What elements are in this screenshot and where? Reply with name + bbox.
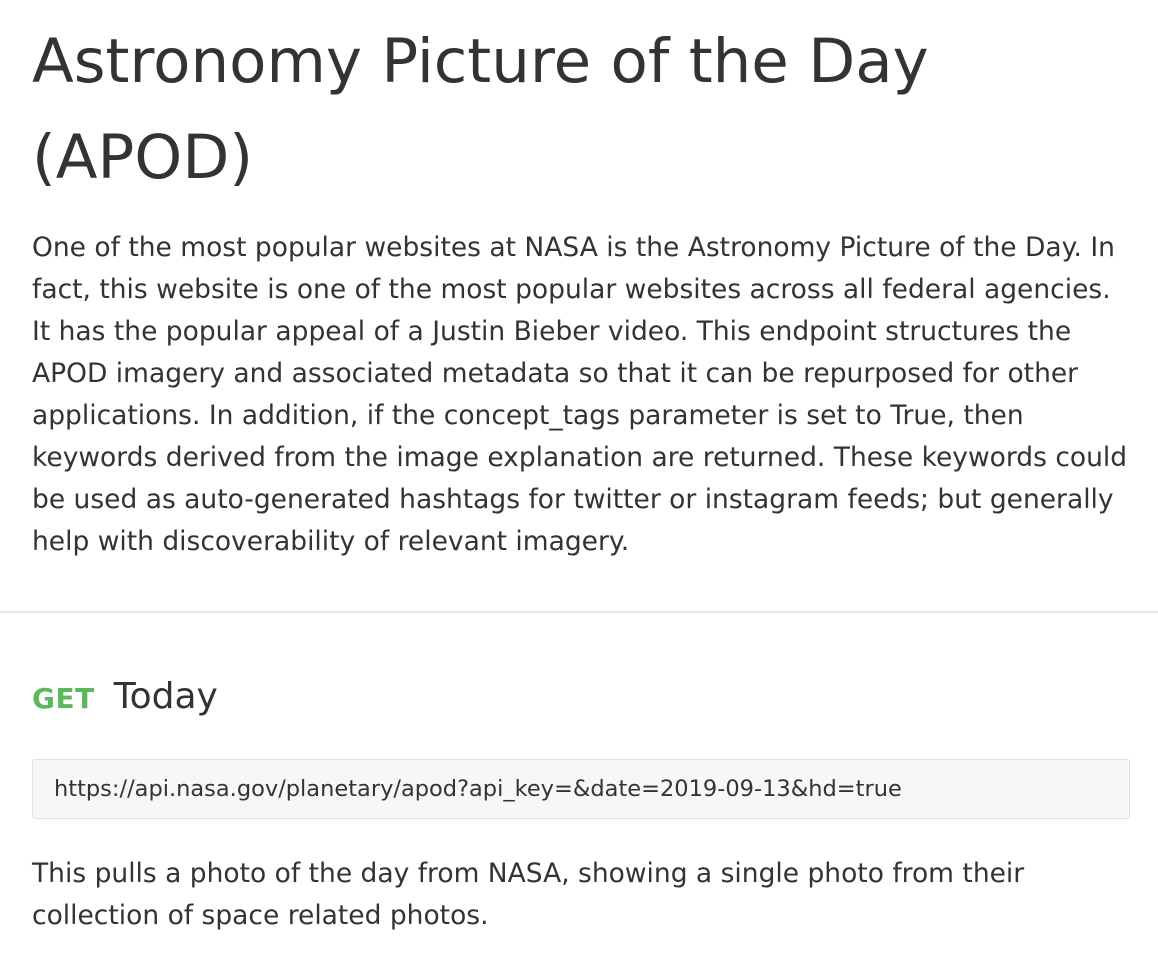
api-description: One of the most popular websites at NASA… xyxy=(32,232,1128,557)
page-title: Astronomy Picture of the Day (APOD) xyxy=(32,26,929,193)
section-divider xyxy=(0,611,1158,613)
endpoint-description: This pulls a photo of the day from NASA,… xyxy=(32,858,1025,931)
endpoint-url-box[interactable]: https://api.nasa.gov/planetary/apod?api_… xyxy=(32,759,1130,819)
endpoint-name: Today xyxy=(113,676,218,717)
endpoint-url[interactable]: https://api.nasa.gov/planetary/apod?api_… xyxy=(54,776,902,802)
endpoint-heading: GET Today xyxy=(32,676,218,717)
http-method-badge: GET xyxy=(32,682,95,715)
